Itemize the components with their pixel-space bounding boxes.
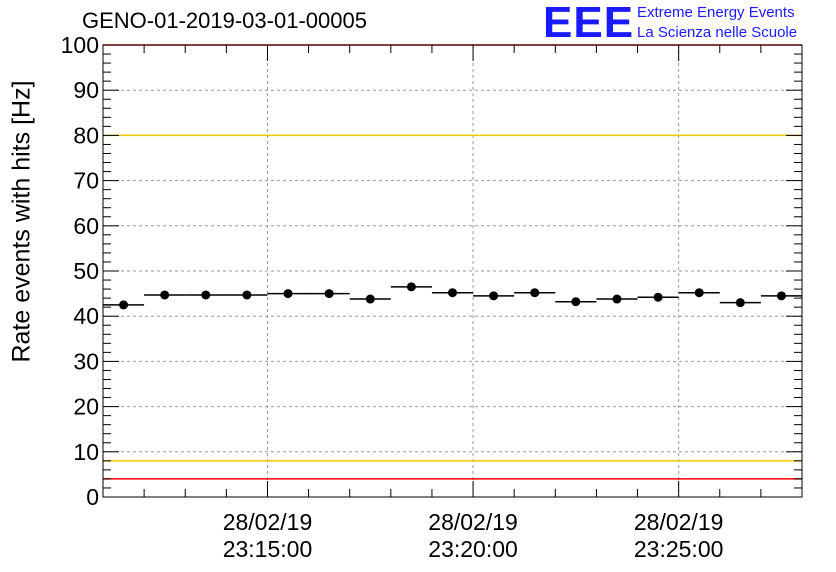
- data-point: [448, 288, 457, 298]
- data-point: [612, 294, 622, 304]
- data-point: [365, 294, 375, 304]
- x-tick-date-label: 28/02/19: [223, 509, 313, 535]
- data-point: [160, 290, 170, 300]
- y-tick-label: 10: [73, 439, 99, 465]
- data-point: [571, 297, 581, 307]
- data-point: [119, 300, 129, 310]
- data-point: [694, 288, 704, 298]
- x-tick-time-label: 23:15:00: [223, 536, 313, 562]
- data-point: [530, 288, 540, 298]
- x-tick-date-label: 28/02/19: [428, 509, 518, 535]
- data-point: [735, 298, 745, 308]
- data-point: [242, 290, 252, 300]
- y-tick-label: 40: [73, 303, 99, 329]
- data-point: [489, 291, 499, 301]
- y-tick-label: 70: [73, 168, 99, 194]
- y-tick-label: 60: [73, 213, 99, 239]
- logo-subtitle-1: Extreme Energy Events: [637, 4, 795, 21]
- y-tick-label: 80: [73, 122, 99, 148]
- y-tick-label: 100: [61, 32, 99, 58]
- chart-title: GENO-01-2019-03-01-00005: [82, 8, 367, 33]
- y-tick-label: 90: [73, 77, 99, 103]
- x-tick-date-label: 28/02/19: [634, 509, 724, 535]
- eee-logo: EEE: [543, 0, 635, 47]
- logo-subtitle-2: La Scienza nelle Scuole: [637, 24, 798, 41]
- data-point: [324, 289, 334, 299]
- data-point: [283, 289, 293, 299]
- y-tick-label: 0: [86, 484, 99, 510]
- y-tick-label: 30: [73, 348, 99, 374]
- data-point: [201, 290, 211, 300]
- y-tick-label: 20: [73, 394, 99, 420]
- x-tick-time-label: 23:25:00: [634, 536, 724, 562]
- x-tick-time-label: 23:20:00: [428, 536, 518, 562]
- data-point: [406, 282, 416, 292]
- data-point: [653, 292, 663, 302]
- y-tick-label: 50: [73, 258, 99, 284]
- data-point: [776, 291, 786, 301]
